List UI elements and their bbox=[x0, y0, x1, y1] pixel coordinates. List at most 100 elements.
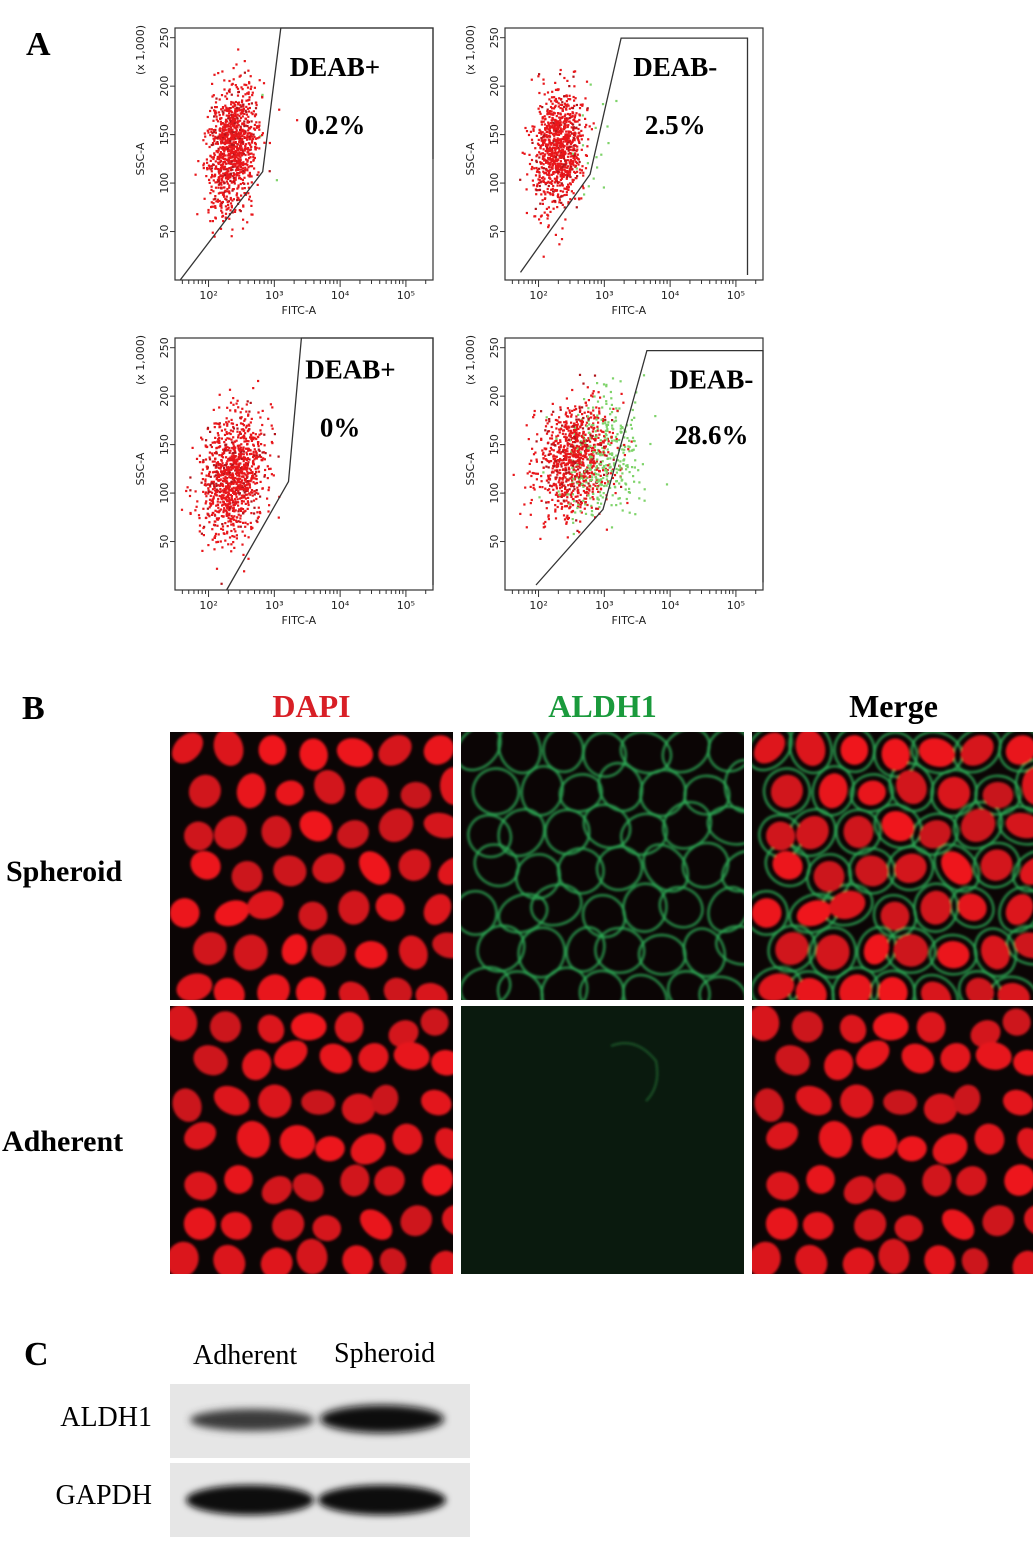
event-negative bbox=[565, 100, 568, 103]
event-negative bbox=[250, 489, 254, 492]
event-negative bbox=[195, 457, 199, 460]
event-negative bbox=[255, 481, 259, 485]
event-negative bbox=[555, 100, 558, 103]
event-positive bbox=[582, 435, 585, 438]
event-negative bbox=[228, 157, 231, 160]
event-negative bbox=[239, 467, 242, 470]
event-negative bbox=[556, 184, 559, 187]
event-negative bbox=[241, 479, 244, 482]
event-negative bbox=[542, 167, 546, 170]
event-negative bbox=[212, 134, 215, 137]
event-negative bbox=[229, 518, 232, 521]
event-negative bbox=[548, 156, 552, 159]
event-negative bbox=[243, 176, 246, 179]
event-negative bbox=[220, 133, 224, 137]
event-negative bbox=[233, 118, 236, 121]
event-negative bbox=[568, 134, 571, 137]
event-negative bbox=[229, 169, 232, 172]
event-negative bbox=[235, 502, 238, 505]
event-negative bbox=[556, 159, 559, 162]
event-positive bbox=[609, 407, 612, 410]
event-negative bbox=[570, 190, 573, 193]
event-negative bbox=[254, 433, 257, 436]
event-negative bbox=[224, 168, 227, 171]
x-tick-label: 10³ bbox=[595, 599, 613, 612]
event-negative bbox=[554, 418, 557, 422]
event-negative bbox=[209, 159, 212, 162]
event-negative bbox=[556, 469, 559, 472]
event-positive bbox=[600, 153, 603, 156]
cell-membrane bbox=[849, 773, 895, 813]
event-negative bbox=[237, 520, 240, 523]
event-negative bbox=[568, 145, 572, 148]
event-negative bbox=[240, 194, 243, 197]
event-negative bbox=[627, 448, 630, 451]
event-negative bbox=[546, 110, 549, 113]
event-negative bbox=[576, 137, 579, 140]
event-negative bbox=[586, 109, 589, 112]
event-negative bbox=[202, 507, 205, 510]
event-negative bbox=[248, 175, 251, 178]
event-negative bbox=[575, 519, 578, 522]
event-negative bbox=[548, 461, 551, 464]
event-negative bbox=[204, 135, 207, 138]
event-negative bbox=[224, 118, 228, 121]
event-negative bbox=[203, 132, 206, 135]
event-negative bbox=[246, 500, 249, 503]
nucleus bbox=[383, 977, 413, 1000]
event-positive bbox=[612, 462, 616, 465]
event-positive bbox=[261, 93, 264, 96]
event-negative bbox=[211, 528, 214, 531]
event-negative bbox=[234, 500, 237, 503]
event-negative bbox=[215, 494, 218, 497]
event-negative bbox=[607, 472, 610, 475]
event-negative bbox=[565, 505, 568, 508]
event-negative bbox=[581, 441, 584, 445]
cell-membrane bbox=[517, 926, 566, 979]
event-negative bbox=[258, 121, 261, 124]
event-positive bbox=[620, 479, 623, 482]
event-negative bbox=[233, 479, 236, 482]
event-negative bbox=[557, 102, 560, 105]
event-negative bbox=[222, 532, 225, 535]
event-negative bbox=[220, 206, 223, 209]
event-negative bbox=[217, 474, 220, 477]
event-negative bbox=[231, 475, 234, 478]
event-negative bbox=[247, 99, 250, 102]
event-negative bbox=[586, 466, 589, 469]
event-negative bbox=[215, 97, 218, 100]
event-negative bbox=[237, 172, 240, 175]
event-negative bbox=[540, 177, 543, 180]
event-negative bbox=[202, 167, 205, 170]
event-negative bbox=[227, 467, 230, 470]
event-negative bbox=[194, 490, 197, 493]
event-negative bbox=[196, 500, 199, 503]
x-tick-label: 10⁵ bbox=[397, 289, 415, 302]
event-negative bbox=[243, 112, 246, 115]
event-negative bbox=[244, 473, 247, 476]
event-negative bbox=[596, 487, 599, 490]
event-negative bbox=[230, 550, 233, 553]
event-negative bbox=[223, 150, 226, 153]
event-negative bbox=[587, 410, 590, 413]
event-negative bbox=[228, 112, 231, 115]
event-negative bbox=[583, 411, 586, 414]
event-negative bbox=[219, 166, 223, 170]
nucleus bbox=[355, 941, 388, 969]
event-positive bbox=[614, 419, 618, 422]
event-positive bbox=[613, 485, 616, 488]
event-negative bbox=[570, 491, 573, 494]
event-negative bbox=[250, 417, 253, 420]
event-negative bbox=[549, 437, 552, 440]
event-negative bbox=[218, 153, 221, 156]
nucleus bbox=[815, 934, 850, 971]
nucleus bbox=[392, 1123, 423, 1155]
event-negative bbox=[557, 499, 560, 503]
event-negative bbox=[553, 129, 556, 132]
event-negative bbox=[253, 156, 256, 160]
event-negative bbox=[194, 509, 197, 512]
event-negative bbox=[541, 199, 544, 202]
event-positive bbox=[615, 440, 618, 443]
event-negative bbox=[568, 452, 571, 456]
event-negative bbox=[519, 178, 522, 181]
